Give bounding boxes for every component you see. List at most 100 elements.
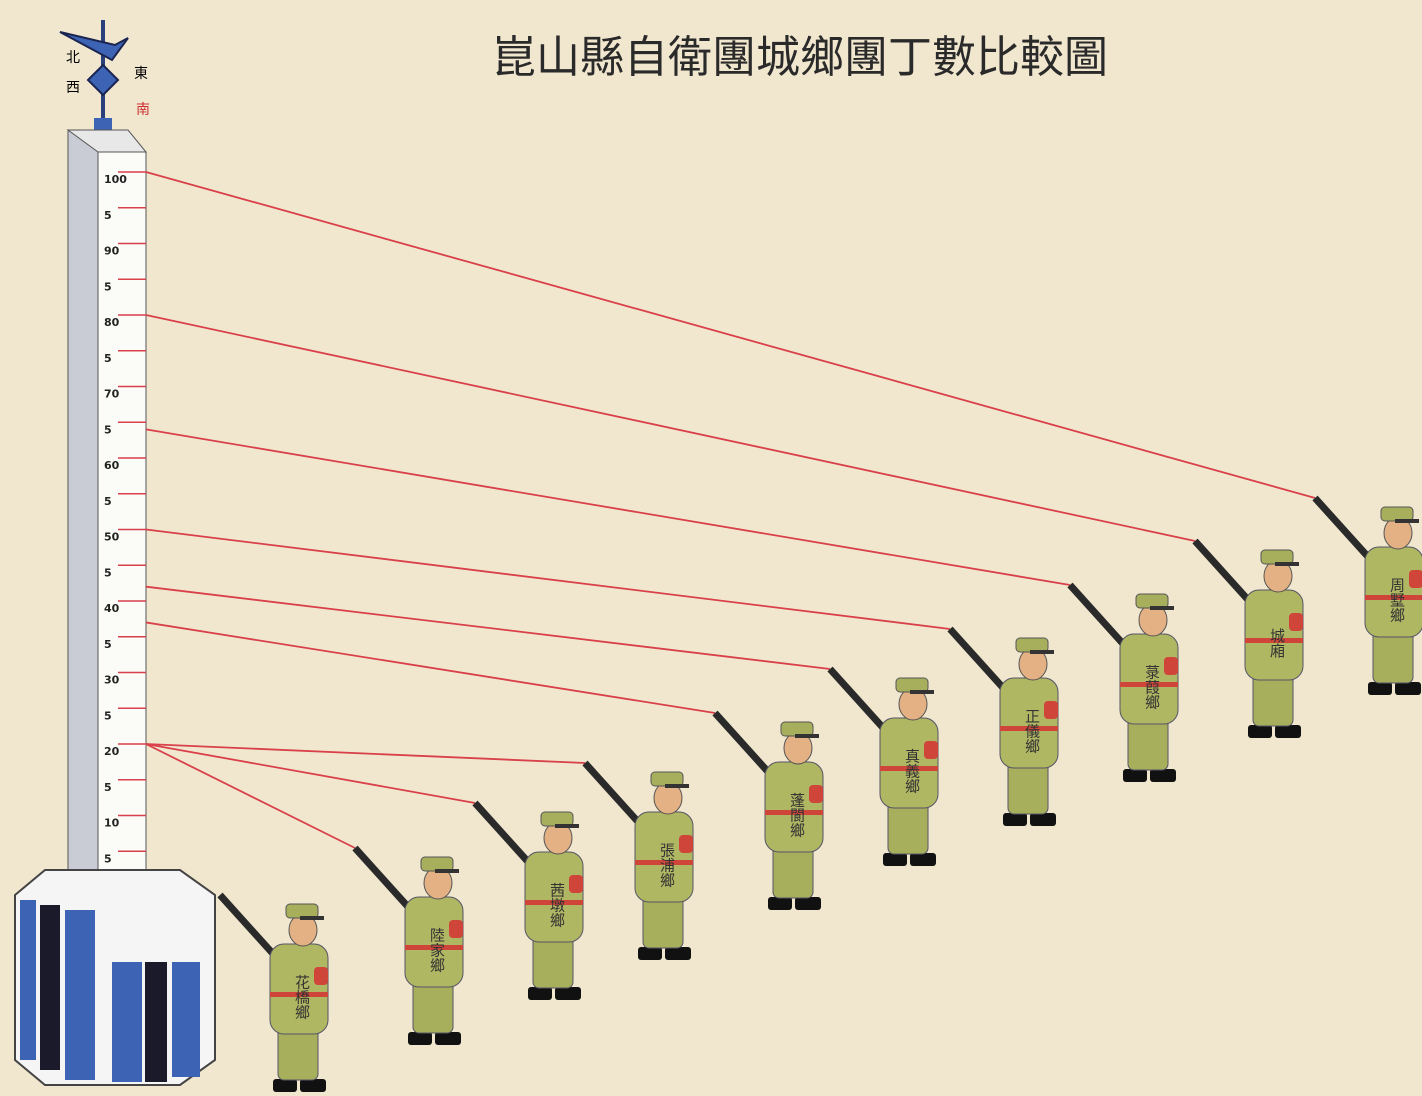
boot xyxy=(1030,813,1056,826)
value-line xyxy=(145,585,831,670)
y-tick-label: 5 xyxy=(104,852,112,865)
boot xyxy=(408,1032,432,1045)
y-tick-label: 90 xyxy=(104,245,120,258)
belt xyxy=(405,945,463,950)
y-tick-label: 10 xyxy=(104,817,120,830)
boot xyxy=(300,1079,326,1092)
soldier: 菉葭鄉 xyxy=(1067,582,1179,782)
value-line xyxy=(145,621,716,714)
value-line xyxy=(145,171,1316,499)
boot xyxy=(1150,769,1176,782)
boot xyxy=(1248,725,1272,738)
y-tick-label: 100 xyxy=(104,173,127,186)
cap-brim xyxy=(795,734,819,738)
boot xyxy=(435,1032,461,1045)
y-tick-label: 5 xyxy=(104,781,112,794)
soldier: 茜墩鄉 xyxy=(472,800,584,1000)
category-label: 城廂 xyxy=(1268,628,1286,658)
y-tick-label: 5 xyxy=(104,209,112,222)
cap xyxy=(1380,506,1414,522)
belt xyxy=(635,860,693,865)
cap-brim xyxy=(1275,562,1299,566)
cuff xyxy=(924,741,938,759)
cuff xyxy=(1289,613,1303,631)
cap-brim xyxy=(665,784,689,788)
value-line xyxy=(145,743,586,764)
boot xyxy=(1395,682,1421,695)
compass-label: 西 xyxy=(66,80,80,96)
soldier: 張浦鄉 xyxy=(582,760,694,960)
pedestal xyxy=(14,869,216,1086)
y-tick-label: 60 xyxy=(104,459,120,472)
category-label: 真義鄉 xyxy=(903,748,921,794)
y-tick-label: 5 xyxy=(104,566,112,579)
belt xyxy=(1245,638,1303,643)
soldier: 正儀鄉 xyxy=(947,626,1059,826)
cap-brim xyxy=(910,690,934,694)
cap-brim xyxy=(1395,519,1419,523)
belt xyxy=(1000,726,1058,731)
y-tick-label: 40 xyxy=(104,602,120,615)
cap xyxy=(1260,549,1294,565)
belt xyxy=(1120,682,1178,687)
value-line xyxy=(145,743,476,804)
boot xyxy=(883,853,907,866)
boot xyxy=(768,897,792,910)
belt xyxy=(525,900,583,905)
cap-brim xyxy=(435,869,459,873)
compass-label: 北 xyxy=(66,50,80,66)
belt xyxy=(270,992,328,997)
category-label: 茜墩鄉 xyxy=(548,883,566,928)
soldier: 花橋鄉 xyxy=(217,892,329,1092)
value-line xyxy=(145,743,356,849)
boot xyxy=(910,853,936,866)
category-label: 陸家鄉 xyxy=(428,928,446,973)
boot xyxy=(1368,682,1392,695)
y-tick-label: 20 xyxy=(104,745,120,758)
category-label: 正儀鄉 xyxy=(1023,709,1041,754)
compass-label: 南 xyxy=(136,102,150,118)
y-tick-label: 5 xyxy=(104,423,112,436)
cuff xyxy=(314,967,328,985)
cap xyxy=(540,811,574,827)
soldier: 蓬閬鄉 xyxy=(712,710,824,910)
cap xyxy=(285,903,319,919)
category-label: 周墅鄉 xyxy=(1388,578,1406,623)
y-tick-label: 5 xyxy=(104,352,112,365)
boot xyxy=(555,987,581,1000)
compass xyxy=(59,20,129,132)
boot xyxy=(638,947,662,960)
category-label: 菉葭鄉 xyxy=(1143,665,1161,710)
boot xyxy=(795,897,821,910)
cuff xyxy=(1409,570,1422,588)
soldier: 城廂 xyxy=(1192,538,1304,738)
boot xyxy=(1003,813,1027,826)
y-tick-label: 50 xyxy=(104,531,120,544)
boot xyxy=(528,987,552,1000)
cuff xyxy=(1044,701,1058,719)
category-label: 張浦鄉 xyxy=(658,843,676,888)
y-tick-label: 80 xyxy=(104,316,120,329)
cuff xyxy=(449,920,463,938)
soldier: 陸家鄉 xyxy=(352,845,464,1045)
cuff xyxy=(679,835,693,853)
cap xyxy=(895,677,929,693)
y-tick-label: 5 xyxy=(104,638,112,651)
soldier: 真義鄉 xyxy=(827,666,939,866)
cap-brim xyxy=(1150,606,1174,610)
cuff xyxy=(1164,657,1178,675)
y-tick-label: 70 xyxy=(104,388,120,401)
cap xyxy=(420,856,454,872)
cuff xyxy=(809,785,823,803)
y-tick-label: 5 xyxy=(104,495,112,508)
cap xyxy=(1135,593,1169,609)
value-line xyxy=(145,314,1196,542)
boot xyxy=(1123,769,1147,782)
belt xyxy=(1365,595,1422,600)
value-line xyxy=(145,528,951,630)
boot xyxy=(1275,725,1301,738)
cap xyxy=(650,771,684,787)
category-label: 花橋鄉 xyxy=(293,975,311,1020)
category-label: 蓬閬鄉 xyxy=(788,793,806,838)
